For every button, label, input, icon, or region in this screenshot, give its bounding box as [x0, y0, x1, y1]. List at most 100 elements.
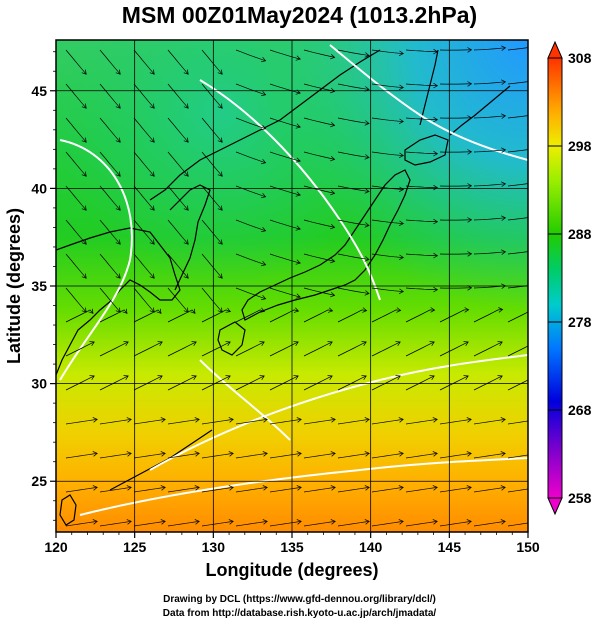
- streamline-arrowhead: [122, 308, 128, 314]
- streamline-arrowhead: [183, 239, 189, 245]
- japan-kyushu: [217, 321, 246, 356]
- streamline: [337, 117, 370, 124]
- streamline: [371, 520, 404, 527]
- streamline-arrowhead: [463, 375, 469, 380]
- streamline-arrowhead: [115, 171, 121, 177]
- streamline: [65, 253, 87, 279]
- wind-streamlines: [65, 44, 539, 527]
- streamline-arrowhead: [398, 220, 404, 227]
- streamline-arrowhead: [259, 375, 265, 380]
- streamline: [439, 452, 472, 459]
- streamline-arrowhead: [295, 123, 301, 129]
- streamline-arrowhead: [364, 52, 370, 58]
- streamline: [337, 486, 370, 493]
- streamline-arrowhead: [501, 113, 507, 119]
- streamline-arrowhead: [330, 223, 336, 230]
- streamline-arrowhead: [330, 291, 336, 298]
- y-axis: 25 30 35 40 45: [31, 51, 56, 521]
- streamline-arrowhead: [123, 341, 129, 346]
- streamline: [133, 117, 155, 143]
- streamline: [99, 486, 132, 493]
- streamline: [65, 185, 87, 211]
- streamline-arrowhead: [262, 519, 268, 525]
- streamline: [303, 341, 333, 357]
- streamline: [371, 309, 401, 323]
- streamline: [99, 520, 132, 527]
- streamline-arrowhead: [191, 375, 197, 380]
- streamline: [507, 149, 528, 153]
- manchuria-coastline: [149, 49, 381, 201]
- streamline-arrowhead: [497, 375, 503, 380]
- streamline: [337, 253, 370, 260]
- streamline-arrowhead: [364, 519, 370, 525]
- streamline: [167, 375, 197, 391]
- japan-honshu: [241, 169, 411, 321]
- streamline: [303, 309, 333, 323]
- streamline: [65, 452, 98, 459]
- streamline-arrowhead: [361, 341, 367, 346]
- streamline: [473, 217, 506, 221]
- streamline: [473, 341, 503, 357]
- streamline: [133, 520, 166, 527]
- streamline: [235, 151, 266, 164]
- streamline: [133, 151, 155, 177]
- streamline-arrowhead: [330, 451, 336, 457]
- streamline-arrowhead: [498, 307, 504, 313]
- streamline: [133, 49, 155, 75]
- streamline: [405, 151, 438, 155]
- streamline-arrowhead: [535, 248, 539, 253]
- streamline: [167, 219, 189, 245]
- streamline-arrowhead: [501, 215, 507, 221]
- streamline: [133, 452, 166, 459]
- x-axis-title: Longitude (degrees): [205, 560, 378, 580]
- streamline-arrowhead: [225, 307, 231, 313]
- streamline: [405, 520, 438, 527]
- streamline-arrowhead: [433, 184, 439, 191]
- colorbar-min-triangle: [547, 497, 563, 516]
- streamline: [405, 418, 438, 425]
- streamline: [337, 418, 370, 425]
- streamline-arrowhead: [228, 485, 234, 491]
- x-tick-label: 130: [202, 539, 226, 555]
- streamline-arrowhead: [497, 341, 503, 346]
- streamline-arrowhead: [293, 307, 300, 313]
- streamline-arrowhead: [191, 341, 197, 346]
- streamline: [201, 375, 231, 391]
- streamline-arrowhead: [115, 273, 121, 279]
- streamline: [201, 309, 231, 323]
- streamline: [99, 287, 121, 313]
- streamline-arrowhead: [123, 375, 129, 380]
- streamline-arrowhead: [296, 417, 302, 423]
- japan-hokkaido: [404, 134, 449, 166]
- streamline: [269, 253, 301, 264]
- streamline-arrowhead: [432, 451, 438, 457]
- y-tick-label: 40: [31, 180, 47, 196]
- streamline-arrowhead: [432, 485, 438, 491]
- streamline: [65, 83, 87, 109]
- streamline: [269, 117, 301, 128]
- streamline-arrowhead: [535, 44, 539, 49]
- streamline-arrowhead: [398, 50, 404, 57]
- streamline-arrowhead: [157, 375, 163, 380]
- streamline-arrowhead: [501, 79, 507, 85]
- streamline: [201, 117, 223, 143]
- streamline: [439, 486, 472, 493]
- streamline-arrowhead: [364, 290, 370, 296]
- streamline-arrowhead: [81, 205, 87, 211]
- streamline-arrowhead: [501, 181, 507, 187]
- streamline: [99, 151, 121, 177]
- streamline-arrowhead: [228, 451, 234, 457]
- streamline: [337, 341, 367, 357]
- streamline-arrowhead: [293, 341, 299, 346]
- x-tick-label: 145: [438, 539, 462, 555]
- streamline: [99, 418, 132, 425]
- streamline-arrowhead: [398, 118, 404, 125]
- streamline: [439, 309, 469, 323]
- y-axis-title: Latitude (degrees): [4, 208, 24, 364]
- streamline-arrowhead: [260, 56, 267, 63]
- streamline-arrowhead: [194, 417, 200, 423]
- streamline: [235, 341, 265, 357]
- streamline: [201, 219, 223, 245]
- streamline: [303, 151, 335, 160]
- streamline-arrowhead: [532, 308, 536, 313]
